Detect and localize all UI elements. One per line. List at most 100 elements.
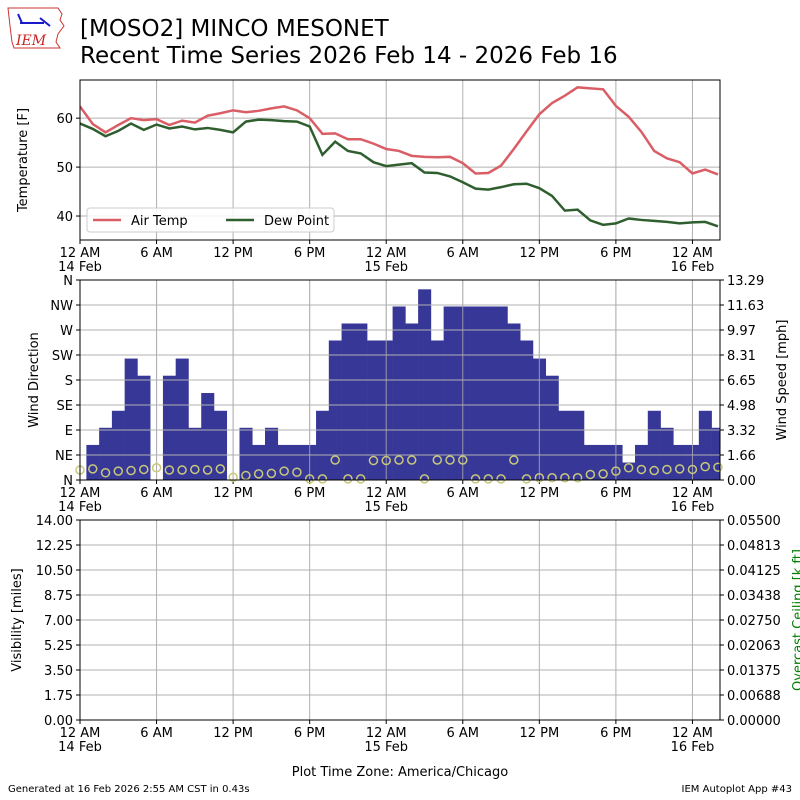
y-axis-label-right: Overcast Ceiling [k ft]: [791, 549, 800, 691]
visibility-tick-label: 8.75: [44, 589, 73, 604]
legend-box: [86, 207, 335, 233]
ceiling-tick-label: 0.00688: [727, 689, 781, 704]
x-tick-label: 6 AM: [447, 486, 480, 501]
x-tick-label: 6 PM: [600, 726, 631, 741]
x-date-label: 14 Feb: [58, 500, 102, 515]
x-tick-label: 12 AM: [366, 726, 407, 741]
x-tick-label: 12 AM: [672, 246, 713, 261]
ceiling-tick-label: 0.04125: [727, 564, 781, 579]
plot-frame: [79, 279, 721, 481]
wind-dir-point: [113, 466, 124, 476]
title-range: Recent Time Series 2026 Feb 14 - 2026 Fe…: [80, 43, 618, 69]
x-tick-label: 6 PM: [294, 486, 325, 501]
visibility-tick-label: 1.75: [44, 689, 73, 704]
wind-dir-point: [636, 464, 647, 475]
wind-speed-bar: [494, 306, 508, 480]
wind-speed-bar: [111, 410, 125, 480]
wind-speed-bar: [698, 410, 712, 480]
visibility-tick-label: 5.25: [44, 639, 73, 654]
x-tick-label: 12 PM: [213, 726, 253, 741]
x-tick-label: 6 AM: [140, 726, 173, 741]
wind-speed-bar: [647, 410, 661, 480]
visibility-tick-label: 3.50: [44, 664, 73, 679]
x-tick-label: 12 PM: [213, 246, 253, 261]
wind-dir-tick-label: NW: [50, 299, 73, 314]
wind-speed-tick-label: 6.65: [727, 374, 756, 389]
wind-speed-bar: [201, 393, 215, 480]
wind-dir-point: [381, 455, 391, 466]
wind-dir-tick-label: E: [65, 424, 73, 439]
wind-dir-tick-label: NE: [55, 449, 73, 464]
wind-dir-tick-label: N: [63, 474, 73, 489]
wind-dir-point: [700, 461, 710, 472]
x-tick-label: 6 PM: [294, 726, 325, 741]
x-tick-label: 6 PM: [600, 486, 631, 501]
wind-dir-point: [445, 455, 455, 465]
wind-dir-point: [572, 473, 583, 483]
wind-dir-point: [253, 469, 264, 479]
wind-dir-point: [368, 455, 379, 466]
wind-speed-bar: [481, 306, 495, 480]
wind-speed-tick-label: 9.97: [727, 324, 756, 339]
x-date-label: 16 Feb: [671, 260, 715, 275]
x-tick-label: 12 AM: [366, 486, 407, 501]
wind-dir-point: [279, 466, 289, 476]
app-label: IEM Autoplot App #43: [681, 784, 792, 795]
wind-dir-tick-label: N: [63, 274, 73, 289]
wind-speed-bar: [507, 323, 521, 480]
y-tick-label: 40: [56, 210, 73, 225]
x-tick-label: 6 AM: [447, 246, 480, 261]
wind-dir-point: [292, 467, 302, 477]
wind-speed-bar: [673, 444, 687, 480]
wind-dir-point: [623, 463, 634, 473]
series-air-temp: [80, 86, 719, 176]
y-axis-label: Temperature [F]: [16, 108, 31, 213]
ceiling-tick-label: 0.03438: [727, 589, 781, 604]
wind-speed-bar: [213, 410, 228, 480]
x-tick-label: 12 AM: [672, 486, 713, 501]
x-tick-label: 12 AM: [672, 726, 713, 741]
visibility-tick-label: 14.00: [36, 514, 73, 529]
generated-text: Generated at 16 Feb 2026 2:55 AM CST in …: [8, 784, 250, 795]
ceiling-tick-label: 0.00000: [727, 714, 781, 729]
wind-speed-bar: [265, 427, 279, 480]
wind-dir-tick-label: S: [65, 374, 73, 389]
visibility-tick-label: 7.00: [44, 614, 73, 629]
x-tick-label: 12 AM: [60, 246, 101, 261]
wind-dir-point: [215, 464, 226, 474]
plot-frame: [79, 519, 721, 721]
wind-dir-point: [521, 474, 532, 484]
wind-speed-tick-label: 3.32: [727, 424, 756, 439]
wind-speed-bar: [392, 306, 406, 480]
wind-speed-bar: [162, 375, 176, 480]
ceiling-tick-label: 0.02750: [727, 614, 781, 629]
x-tick-label: 12 PM: [519, 726, 559, 741]
wind-dir-point: [458, 455, 468, 465]
wind-speed-bar: [316, 410, 330, 480]
x-tick-label: 6 AM: [140, 246, 173, 261]
x-tick-label: 12 PM: [213, 486, 253, 501]
x-tick-label: 12 PM: [519, 246, 559, 261]
wind-dir-point: [687, 464, 698, 475]
wind-speed-bar: [86, 444, 100, 480]
wind-dir-point: [394, 455, 404, 465]
x-tick-label: 6 AM: [447, 726, 480, 741]
x-tick-label: 12 AM: [60, 726, 101, 741]
wind-dir-point: [598, 469, 608, 479]
wind-speed-bar: [354, 323, 368, 480]
wind-speed-bar: [711, 427, 721, 480]
wind-dir-point: [509, 455, 519, 465]
x-tick-label: 12 AM: [60, 486, 101, 501]
wind-speed-bar: [418, 289, 432, 480]
wind-speed-tick-label: 0.00: [727, 474, 756, 489]
x-tick-label: 6 AM: [140, 486, 173, 501]
wind-dir-point: [190, 464, 200, 475]
visibility-tick-label: 10.50: [36, 564, 73, 579]
wind-dir-point: [330, 455, 340, 465]
y-axis-label-left: Wind Direction: [27, 332, 42, 428]
wind-dir-point: [177, 465, 187, 475]
wind-dir-tick-label: SW: [52, 349, 73, 364]
wind-speed-bar: [469, 306, 483, 480]
wind-dir-point: [662, 464, 672, 475]
